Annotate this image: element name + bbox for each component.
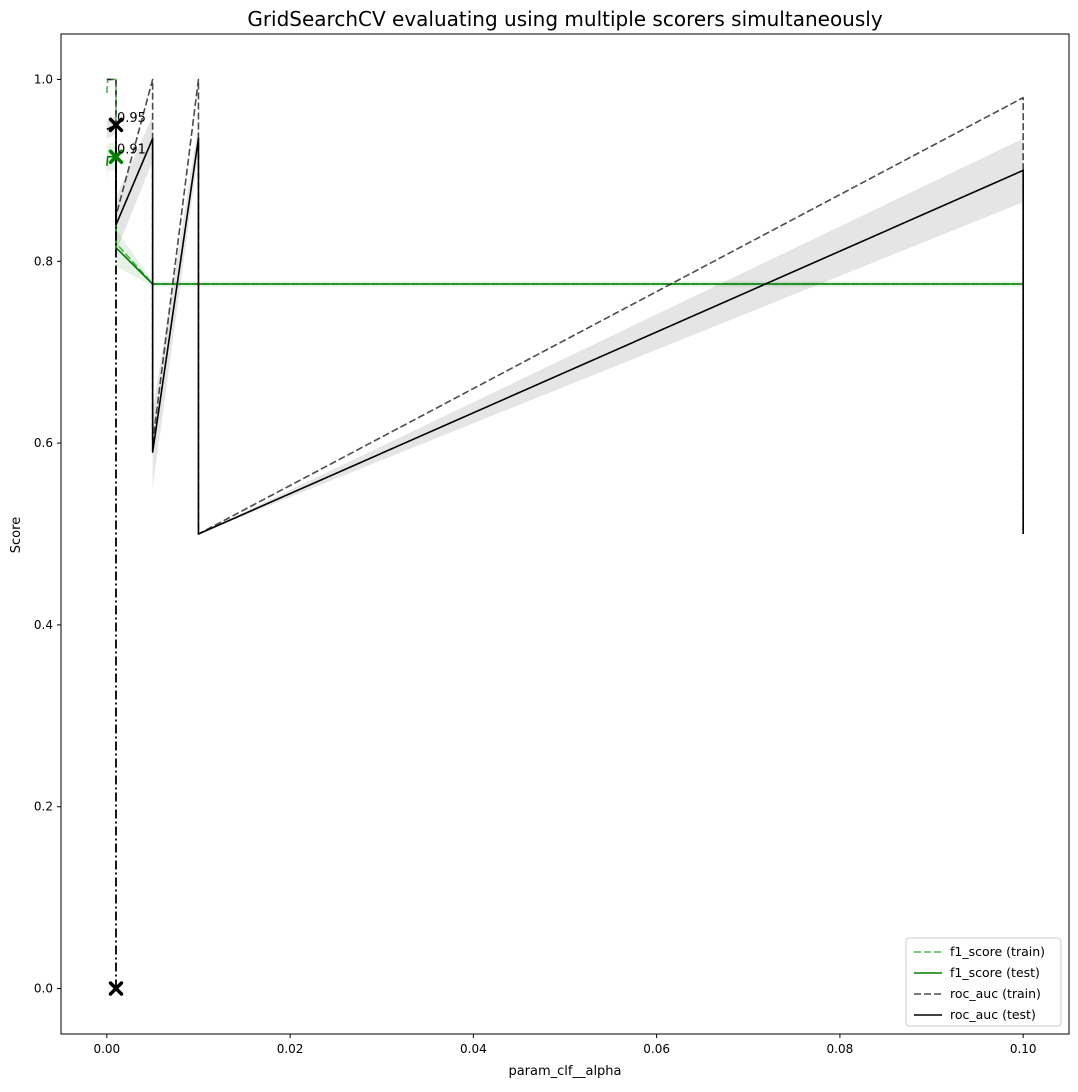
y-tick-label-3: 0.6 bbox=[34, 436, 53, 450]
y-tick-label-0: 0.0 bbox=[34, 982, 53, 996]
x-tick-label-3: 0.06 bbox=[643, 1042, 670, 1056]
best-score-label-1: 0.95 bbox=[117, 111, 146, 126]
legend-box bbox=[905, 937, 1062, 1027]
x-tick-label-1: 0.02 bbox=[277, 1042, 304, 1056]
legend-label-0: f1_score (train) bbox=[950, 944, 1045, 959]
axes-frame bbox=[60, 33, 1070, 1035]
y-tick-label-2: 0.4 bbox=[34, 618, 53, 632]
best-score-label-0: 0.91 bbox=[117, 143, 146, 158]
best-marker-0 bbox=[108, 149, 124, 164]
y-tick-label-1: 0.2 bbox=[34, 800, 53, 814]
legend-label-1: f1_score (test) bbox=[950, 965, 1040, 980]
y-tick-label-4: 0.8 bbox=[34, 254, 53, 268]
legend: f1_score (train) f1_score (test) roc_auc (… bbox=[905, 937, 1062, 1027]
legend-label-2: roc_auc (train) bbox=[950, 986, 1041, 1001]
plot-area: 0.91 0.95 0.00 0.02 0.04 0.06 0.08 0.10 0.0 0.2 0.… bbox=[34, 33, 1070, 1056]
x-axis-label: param_clf__alpha bbox=[508, 1064, 621, 1079]
best-marker-0-stroke-b bbox=[108, 149, 124, 164]
chart-title: GridSearchCV evaluating using multiple s… bbox=[247, 7, 883, 31]
y-tick-label-5: 1.0 bbox=[34, 72, 53, 86]
x-tick-label-2: 0.04 bbox=[460, 1042, 487, 1056]
y-axis-label: Score bbox=[9, 517, 24, 553]
x-tick-label-5: 0.10 bbox=[1010, 1042, 1037, 1056]
zero-marker-stroke-b bbox=[108, 981, 124, 996]
best-marker-1 bbox=[108, 117, 124, 133]
zero-marker bbox=[108, 981, 124, 996]
legend-label-3: roc_auc (test) bbox=[950, 1007, 1036, 1022]
x-tick-label-0: 0.00 bbox=[93, 1042, 120, 1056]
x-tick-label-4: 0.08 bbox=[827, 1042, 854, 1056]
best-marker-1-stroke-b bbox=[108, 117, 124, 133]
